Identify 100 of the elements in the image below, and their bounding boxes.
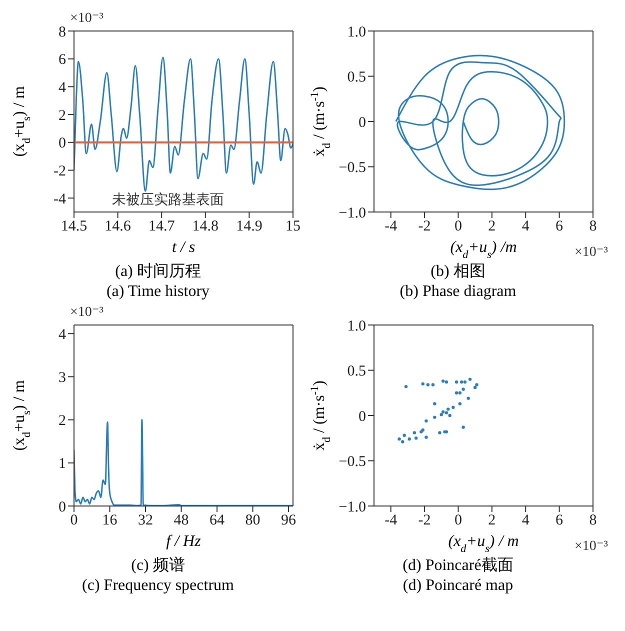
x-axis-title: (x$_{d}$+u$_{s}$) /m	[450, 239, 517, 261]
y-tick-label: 1.0	[347, 24, 366, 40]
y-tick-label: -4	[54, 191, 66, 208]
text: (a) Time history	[105, 282, 211, 302]
y-tick-label: 3	[58, 370, 66, 386]
x-tick-label: -2	[418, 218, 431, 235]
point	[462, 426, 465, 429]
point	[468, 378, 472, 381]
point	[460, 380, 464, 384]
x-tick-label: 0	[454, 512, 462, 529]
point	[424, 419, 428, 423]
text: (b) 相图	[430, 262, 486, 282]
text: ×10⁻³	[70, 10, 104, 27]
point	[402, 434, 406, 438]
point	[475, 383, 478, 386]
y-tick-label: 2	[58, 413, 66, 430]
point	[473, 386, 477, 390]
annotation: 未被压实路基表面	[112, 192, 224, 208]
x-axis-title: (x$_{d}$+u$_{s}$) / m	[448, 533, 519, 555]
x-tick-label: 80	[245, 512, 260, 529]
x-tick-label: -4	[384, 512, 398, 529]
point	[462, 388, 465, 391]
x-tick-label: 6	[556, 512, 564, 529]
point	[441, 380, 445, 383]
text: (c) 频谱	[130, 556, 186, 576]
y-tick-label: 1.0	[347, 318, 366, 334]
text: (a) 时间历程	[114, 262, 202, 282]
point	[454, 380, 458, 384]
x-tick-label: 14.7	[148, 218, 176, 235]
x-tick-label: 4	[522, 512, 530, 529]
point	[444, 380, 448, 384]
y-tick-label: 0	[58, 499, 66, 516]
point	[433, 416, 436, 419]
point	[412, 431, 416, 434]
point	[426, 383, 430, 386]
point	[448, 414, 452, 418]
point	[458, 391, 462, 394]
point	[421, 382, 424, 386]
x-tick-label: 14.5	[60, 218, 88, 235]
point	[463, 380, 467, 384]
point	[424, 436, 428, 439]
x-tick-label: 6	[556, 218, 564, 235]
x-tick-label: 0	[70, 512, 78, 529]
x-axis-title: f / Hz	[166, 533, 202, 550]
x-tick-label: 32	[138, 512, 154, 529]
y-tick-label: −1.0	[338, 205, 366, 222]
y-tick-label: 6	[58, 52, 66, 68]
x-tick-label: 14.8	[192, 218, 219, 235]
point	[404, 384, 408, 388]
point	[401, 440, 404, 444]
point	[454, 391, 458, 394]
x-tick-label: 64	[210, 512, 226, 529]
x-tick-label: 2	[488, 218, 496, 235]
y-tick-label: −1.0	[338, 499, 366, 516]
x-tick-label: 2	[488, 512, 496, 529]
y-tick-label: 0	[58, 136, 66, 152]
y-tick-label: 4	[58, 80, 66, 96]
text: (b) Phase diagram	[398, 282, 518, 302]
x-axis-title: t / s	[172, 239, 196, 256]
point	[438, 431, 442, 434]
y-tick-label: 4	[58, 326, 66, 343]
y-tick-label: −0.5	[338, 160, 366, 176]
point	[408, 437, 411, 441]
text: ×10⁻³	[70, 304, 104, 321]
y-tick-label: 0.5	[347, 70, 366, 86]
y-tick-label: 2	[58, 108, 66, 124]
y-tick-label: 0	[358, 114, 366, 131]
y-tick-label: 1	[58, 456, 66, 472]
x-tick-label: 4	[522, 218, 530, 235]
point	[441, 410, 445, 414]
point	[431, 383, 435, 386]
x-tick-label: 48	[174, 512, 189, 529]
point	[444, 411, 448, 414]
x-tick-label: 14.9	[236, 218, 262, 235]
text: ×10⁻³	[574, 538, 608, 555]
y-tick-label: 0.5	[347, 364, 366, 380]
x-tick-label: 14.6	[104, 218, 132, 235]
x-tick-label: -4	[384, 218, 398, 235]
text: ×10⁻³	[574, 244, 608, 261]
x-tick-label: -2	[418, 512, 431, 529]
point	[433, 402, 436, 406]
x-tick-label: 15	[286, 218, 300, 235]
y-tick-label: −0.5	[338, 454, 366, 470]
line-series	[395, 54, 566, 190]
point	[440, 412, 443, 416]
point	[414, 436, 418, 440]
x-tick-label: 8	[589, 218, 597, 235]
point	[466, 396, 470, 400]
x-tick-label: 8	[589, 512, 597, 529]
text: (d) Poincaré map	[402, 576, 514, 596]
text: (c) Frequency spectrum	[81, 576, 235, 596]
y-tick-label: -2	[54, 164, 66, 180]
y-tick-label: 0	[358, 408, 366, 425]
line-series	[74, 56, 293, 192]
point	[452, 406, 455, 409]
text: (d) Poincaré截面	[402, 556, 514, 576]
x-tick-label: 0	[454, 218, 462, 235]
point	[446, 408, 450, 411]
x-tick-label: 96	[281, 512, 297, 529]
point	[420, 430, 423, 434]
